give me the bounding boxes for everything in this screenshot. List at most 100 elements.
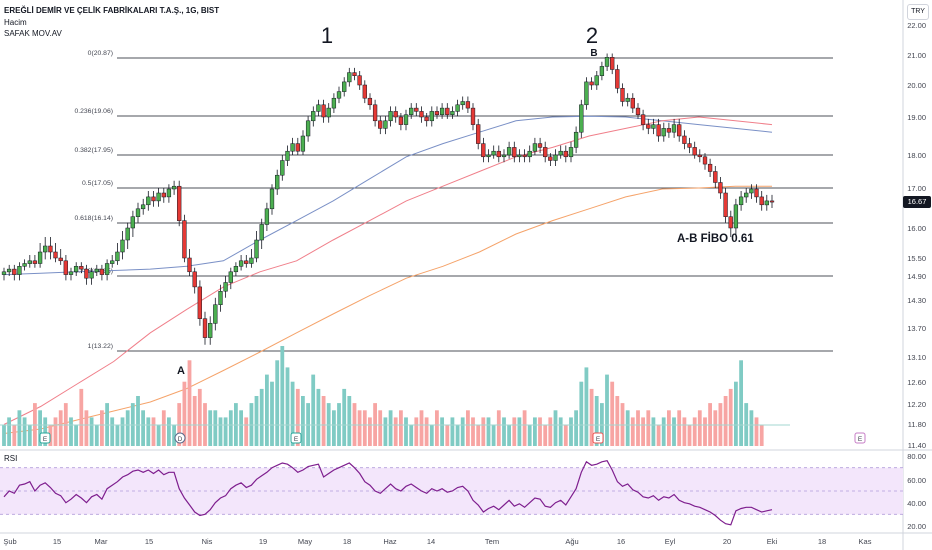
y-tick-label: 21.00 <box>907 51 926 60</box>
candle-body <box>682 135 687 144</box>
volume-bar <box>208 410 213 446</box>
volume-bar <box>476 424 481 446</box>
fib-level-label: 0.5(17.05) <box>82 180 113 187</box>
y-tick-label: 12.60 <box>907 378 926 387</box>
volume-bar <box>527 424 532 446</box>
candle-body <box>43 245 48 253</box>
candle-body <box>450 111 455 115</box>
fib-level-label: 0.236(19.06) <box>74 108 113 115</box>
candle-body <box>723 192 728 217</box>
candle-body <box>166 188 172 198</box>
volume-bar <box>383 417 388 446</box>
event-marker: E <box>592 432 604 444</box>
volume-bar <box>161 410 166 446</box>
volume-bar <box>342 388 347 446</box>
candle-body <box>470 107 476 125</box>
candle-body <box>476 124 481 144</box>
wave-label-2: 2 <box>586 23 598 48</box>
volume-bar <box>275 360 280 446</box>
candle-body <box>527 150 532 158</box>
candle-body <box>579 104 584 133</box>
candle-body <box>512 147 517 158</box>
candle-body <box>640 114 646 125</box>
volume-bar <box>424 417 429 446</box>
candle-body <box>707 163 713 172</box>
candle-body <box>455 104 460 112</box>
volume-bar <box>538 417 542 446</box>
candle-body <box>383 120 388 129</box>
x-tick-label: Haz <box>383 537 397 546</box>
candle-body <box>68 271 74 275</box>
volume-bar <box>393 417 398 446</box>
candle-body <box>202 318 208 338</box>
volume-bar <box>7 417 11 446</box>
candle-body <box>58 257 63 262</box>
candle-body <box>311 111 316 122</box>
candle-body <box>151 196 156 202</box>
volume-bar <box>625 410 630 446</box>
volume-bar <box>182 381 187 446</box>
candle-body <box>414 107 419 112</box>
volume-bar <box>69 417 73 446</box>
volume-bar <box>409 424 414 446</box>
volume-bar <box>543 424 548 446</box>
y-tick-label: 14.90 <box>907 272 926 281</box>
volume-bar <box>486 417 491 446</box>
volume-bar <box>697 410 702 446</box>
currency-button[interactable]: TRY <box>907 4 929 20</box>
candle-body <box>439 107 445 115</box>
rsi-label[interactable]: RSI <box>4 454 18 463</box>
candle-body <box>403 114 409 125</box>
candle-body <box>419 111 424 118</box>
volume-bar <box>100 410 104 446</box>
volume-indicator-label[interactable]: Hacim <box>4 18 27 27</box>
event-marker-badge <box>290 432 302 444</box>
candle-body <box>99 268 105 275</box>
candle-body <box>238 260 244 267</box>
candle-body <box>32 260 38 264</box>
x-tick-label: 15 <box>145 537 153 546</box>
point-label-a: A <box>177 365 185 377</box>
candle-body <box>671 124 677 133</box>
candle-body <box>177 185 182 221</box>
candle-body <box>460 101 465 106</box>
volume-bar <box>677 410 682 446</box>
candle-body <box>275 174 280 190</box>
candle-body <box>228 271 233 283</box>
candle-body <box>522 154 527 158</box>
candle-body <box>713 171 718 183</box>
candle-body <box>84 268 89 279</box>
volume-bar <box>759 424 764 446</box>
candle-body <box>352 72 357 76</box>
volume-bar <box>651 417 656 446</box>
volume-bar <box>749 410 754 446</box>
candle-body <box>501 154 507 158</box>
volume-bar <box>347 396 352 446</box>
fib-level-label: 0(20.87) <box>88 50 113 57</box>
fib-level-label: 1(13.22) <box>88 343 113 350</box>
candle-body <box>615 69 620 89</box>
x-tick-label: Ağu <box>565 537 578 546</box>
volume-bar <box>517 417 522 446</box>
moving-average-label[interactable]: SAFAK MOV.AV <box>4 29 62 38</box>
event-marker: D <box>174 432 186 444</box>
candle-body <box>532 143 538 152</box>
candle-body <box>182 220 187 259</box>
volume-bar <box>187 360 192 446</box>
volume-bar <box>172 424 176 446</box>
volume-bar <box>435 410 439 446</box>
volume-bar <box>17 410 22 446</box>
rsi-line <box>3 460 773 526</box>
candle-body <box>543 147 548 158</box>
volume-bar <box>295 388 300 446</box>
volume-bar <box>223 417 228 446</box>
volume-bar <box>569 417 573 446</box>
volume-bar <box>723 396 728 446</box>
event-marker: E <box>854 432 866 444</box>
fibo-annotation: A-B FİBO 0.61 <box>677 232 754 245</box>
candle-body <box>759 196 764 206</box>
volume-bar <box>429 424 434 446</box>
candle-body <box>104 263 110 275</box>
x-tick-label: Nis <box>202 537 213 546</box>
